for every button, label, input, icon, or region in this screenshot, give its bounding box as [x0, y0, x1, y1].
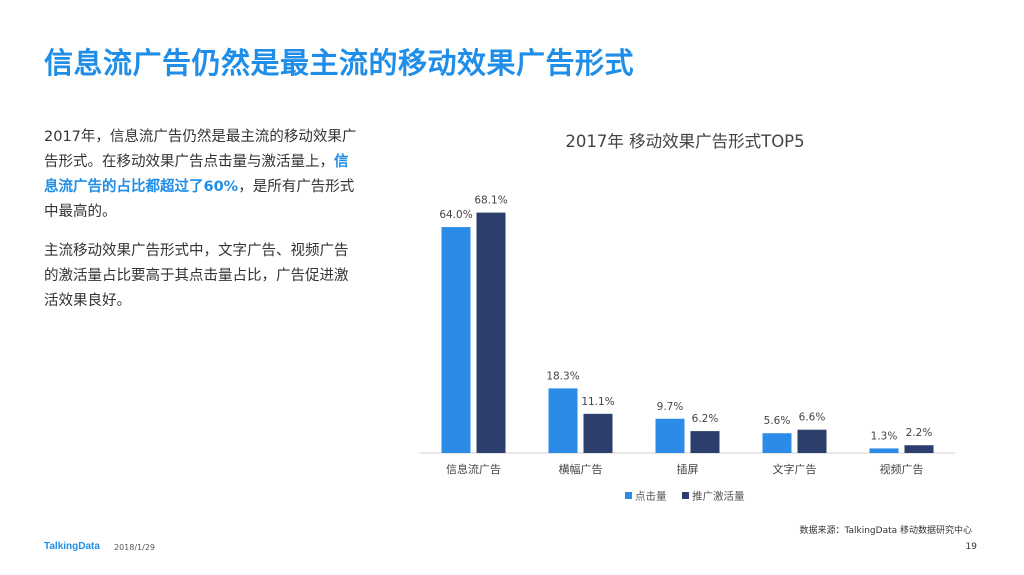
bar-clicks-1	[548, 388, 578, 453]
bar-clicks-4	[869, 448, 899, 453]
data-label: 11.1%	[581, 396, 614, 408]
data-label: 2.2%	[906, 427, 933, 439]
description-paragraph-2: 主流移动效果广告形式中，文字广告、视频广告的激活量占比要高于其点击量占比，广告促…	[44, 243, 349, 309]
data-label: 1.3%	[871, 430, 898, 442]
data-label: 6.6%	[799, 412, 826, 424]
category-label: 信息流广告	[446, 462, 501, 476]
highlight-text: 信息流广告的占比都超过了60%	[44, 154, 349, 195]
brand-logo: TalkingData	[44, 541, 100, 552]
data-label: 5.6%	[764, 415, 791, 427]
bar-clicks-3	[762, 433, 792, 453]
bar-activations-0	[476, 212, 506, 453]
category-label: 插屏	[677, 462, 699, 476]
category-label: 文字广告	[773, 462, 817, 476]
legend-label: 推广激活量	[692, 490, 745, 503]
category-label: 横幅广告	[559, 462, 603, 476]
bar-activations-1	[583, 413, 613, 453]
bar-activations-4	[904, 445, 934, 453]
description-text: 2017年，信息流广告仍然是最主流的移动效果广告形式。在移动效果广告点击量与激活…	[44, 129, 357, 170]
data-label: 6.2%	[692, 413, 719, 425]
data-label: 64.0%	[439, 209, 472, 221]
chart-legend: 点击量 推广激活量	[625, 490, 745, 503]
bar-clicks-0	[441, 227, 471, 453]
description-paragraph-1: 2017年，信息流广告仍然是最主流的移动效果广告形式。在移动效果广告点击量与激活…	[44, 125, 362, 225]
data-label: 18.3%	[546, 370, 579, 382]
bars-group: 64.0%68.1% 信息流广告 18.3% 11.1% 横幅广告 9.7% 6.2% 插屏 5…	[439, 195, 934, 476]
chart-title: 2017年 移动效果广告形式TOP5	[565, 132, 804, 151]
footer-date: 2018/1/29	[114, 543, 156, 552]
data-label: 68.1%	[474, 195, 507, 207]
page-number: 19	[965, 542, 977, 552]
data-source-note: 数据来源：TalkingData 移动数据研究中心	[799, 526, 972, 536]
description-text: ，是所有广告形式中最高的。	[44, 179, 355, 220]
data-label: 9.7%	[657, 401, 684, 413]
category-label: 视频广告	[880, 462, 924, 476]
legend-label: 点击量	[635, 491, 667, 503]
bar-clicks-2	[655, 418, 685, 453]
bar-activations-2	[690, 431, 720, 453]
legend-swatch	[625, 492, 632, 499]
legend-swatch	[682, 492, 689, 499]
page-title: 信息流广告仍然是最主流的移动效果广告形式	[44, 46, 635, 80]
bar-activations-3	[797, 429, 827, 453]
